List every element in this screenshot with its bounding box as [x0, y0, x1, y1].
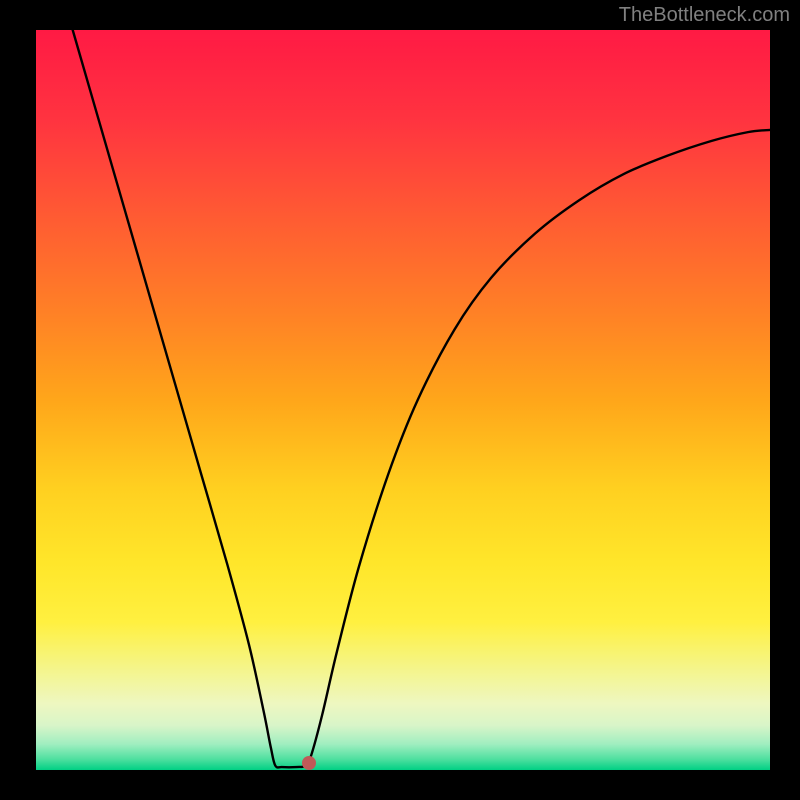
watermark-text: TheBottleneck.com — [619, 4, 790, 27]
curve-path — [73, 30, 770, 767]
bottleneck-curve — [36, 30, 770, 770]
plot-area — [36, 30, 770, 770]
optimum-marker — [302, 756, 316, 770]
chart-container: TheBottleneck.com — [0, 0, 800, 800]
